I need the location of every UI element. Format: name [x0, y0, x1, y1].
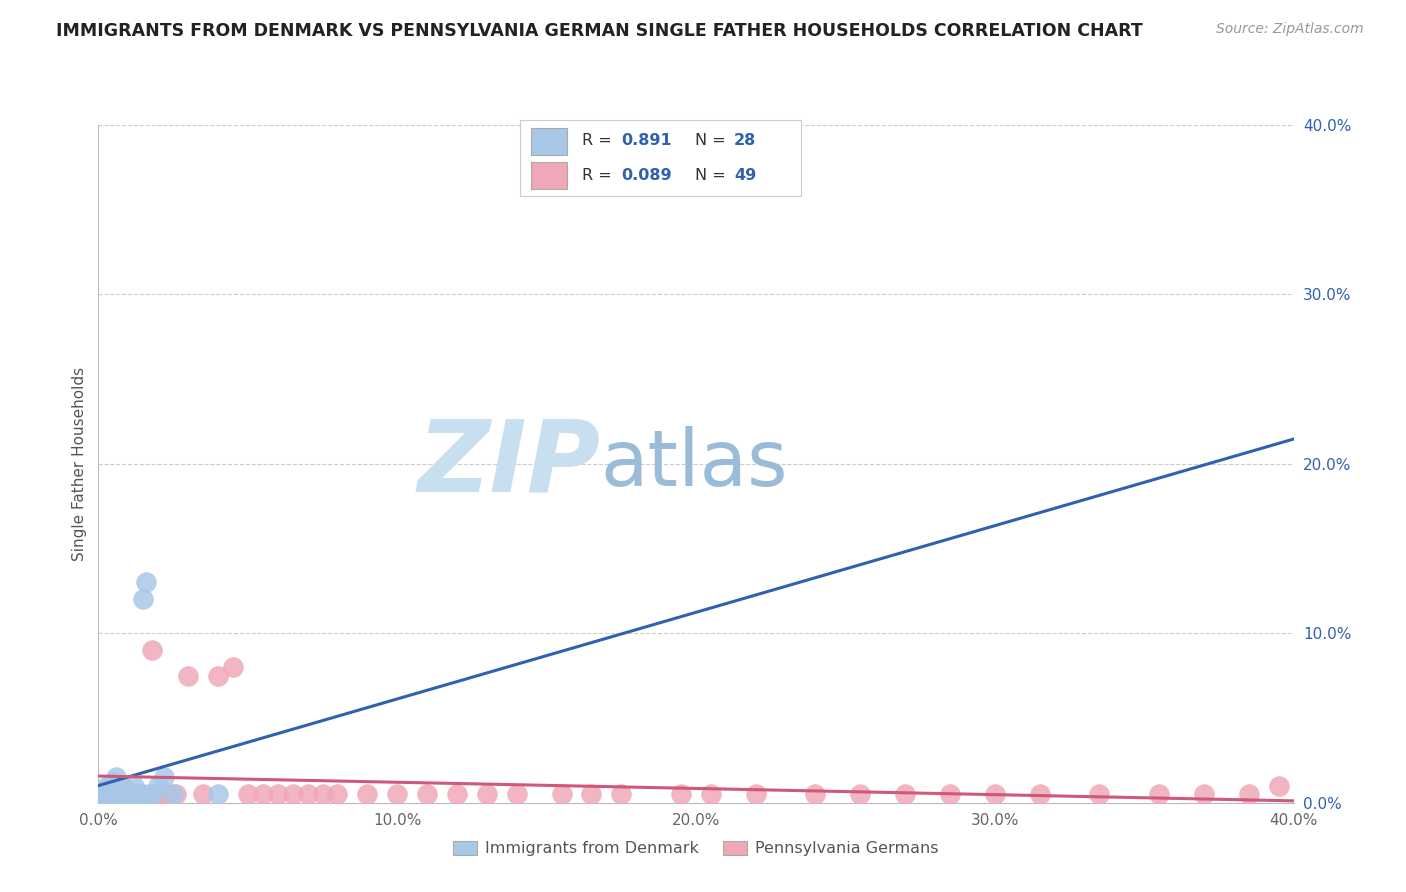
Point — [90, 788, 112, 801]
Point — [297, 788, 319, 801]
Text: Source: ZipAtlas.com: Source: ZipAtlas.com — [1216, 22, 1364, 37]
Point — [132, 788, 155, 801]
Point — [162, 788, 184, 801]
Point — [207, 669, 229, 683]
Point — [103, 775, 125, 789]
Point — [222, 660, 245, 674]
Text: 0.089: 0.089 — [621, 168, 672, 183]
Point — [1147, 788, 1170, 801]
Point — [105, 782, 128, 797]
Point — [96, 779, 118, 793]
Point — [311, 788, 333, 801]
Point — [894, 788, 917, 801]
Point — [124, 779, 146, 793]
Point — [669, 788, 692, 801]
Point — [1192, 788, 1215, 801]
Point — [153, 770, 176, 785]
Point — [108, 788, 131, 801]
Point — [138, 788, 160, 801]
Point — [1237, 788, 1260, 801]
Point — [114, 782, 136, 797]
Point — [356, 788, 378, 801]
Point — [120, 788, 142, 801]
Point — [446, 788, 468, 801]
Point — [983, 788, 1005, 801]
Point — [127, 788, 149, 801]
Text: 49: 49 — [734, 168, 756, 183]
Point — [111, 779, 134, 793]
Text: 28: 28 — [734, 134, 756, 148]
Point — [141, 788, 163, 801]
Text: IMMIGRANTS FROM DENMARK VS PENNSYLVANIA GERMAN SINGLE FATHER HOUSEHOLDS CORRELAT: IMMIGRANTS FROM DENMARK VS PENNSYLVANIA … — [56, 22, 1143, 40]
Point — [105, 770, 128, 785]
Point — [127, 788, 149, 801]
Point — [117, 788, 139, 801]
Text: N =: N = — [695, 134, 731, 148]
Point — [745, 788, 768, 801]
Text: R =: R = — [582, 168, 617, 183]
FancyBboxPatch shape — [531, 128, 567, 154]
Y-axis label: Single Father Households: Single Father Households — [72, 367, 87, 561]
Point — [103, 788, 125, 801]
Point — [267, 788, 290, 801]
Point — [141, 643, 163, 657]
Point — [1088, 788, 1111, 801]
Point — [90, 788, 112, 801]
Point — [96, 788, 118, 801]
Point — [148, 779, 170, 793]
Point — [849, 788, 872, 801]
Text: 0.891: 0.891 — [621, 134, 672, 148]
Point — [103, 788, 125, 801]
Point — [385, 788, 409, 801]
Point — [1028, 788, 1050, 801]
Text: N =: N = — [695, 168, 731, 183]
Point — [939, 788, 962, 801]
Point — [93, 788, 115, 801]
Legend: Immigrants from Denmark, Pennsylvania Germans: Immigrants from Denmark, Pennsylvania Ge… — [447, 834, 945, 863]
Point — [132, 592, 155, 607]
Point — [191, 788, 214, 801]
Point — [98, 788, 122, 801]
Point — [326, 788, 349, 801]
Text: atlas: atlas — [600, 425, 787, 502]
Point — [117, 788, 139, 801]
Point — [148, 788, 170, 801]
Text: R =: R = — [582, 134, 617, 148]
Point — [98, 779, 122, 793]
Point — [108, 788, 131, 801]
Point — [111, 788, 134, 801]
Point — [550, 788, 572, 801]
Point — [156, 788, 179, 801]
Point — [610, 788, 633, 801]
Point — [804, 788, 827, 801]
Point — [129, 788, 152, 801]
Point — [165, 788, 187, 801]
Point — [1267, 779, 1289, 793]
Point — [581, 788, 603, 801]
Point — [135, 575, 157, 590]
Point — [114, 788, 136, 801]
Point — [93, 782, 115, 797]
Point — [281, 788, 304, 801]
Point — [506, 788, 529, 801]
Point — [148, 788, 170, 801]
Point — [475, 788, 498, 801]
Point — [103, 788, 125, 801]
FancyBboxPatch shape — [531, 162, 567, 189]
Point — [252, 788, 274, 801]
Text: ZIP: ZIP — [418, 416, 600, 512]
Point — [700, 788, 723, 801]
Point — [96, 788, 118, 801]
Point — [416, 788, 439, 801]
Point — [207, 788, 229, 801]
Point — [177, 669, 200, 683]
Point — [236, 788, 259, 801]
Point — [120, 788, 142, 801]
